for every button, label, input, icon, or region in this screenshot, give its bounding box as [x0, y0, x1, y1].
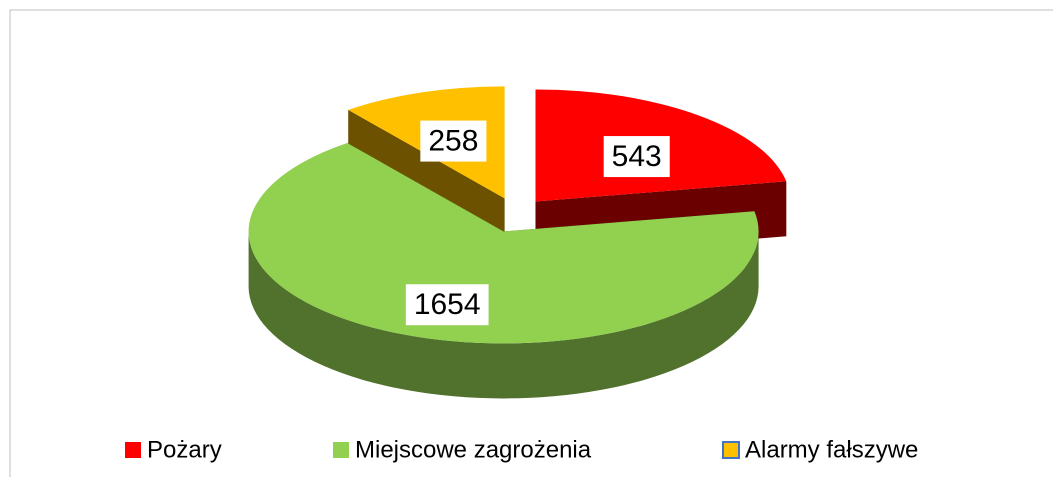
legend-swatch [125, 442, 141, 458]
legend-swatch [722, 441, 740, 459]
data-label-box [603, 136, 670, 178]
chart-frame [9, 9, 1053, 477]
data-label: 1654 [414, 288, 481, 321]
data-label-box [420, 120, 487, 162]
legend-label: Miejscowe zagrożenia [355, 436, 592, 463]
data-label: 258 [428, 125, 478, 158]
legend-label: Pożary [147, 436, 222, 463]
legend-label: Alarmy fałszywe [745, 436, 918, 463]
data-label-box [405, 284, 489, 326]
data-label: 543 [612, 140, 662, 173]
legend-swatch [333, 442, 349, 458]
slice [248, 142, 759, 344]
slice-edge [248, 231, 759, 399]
